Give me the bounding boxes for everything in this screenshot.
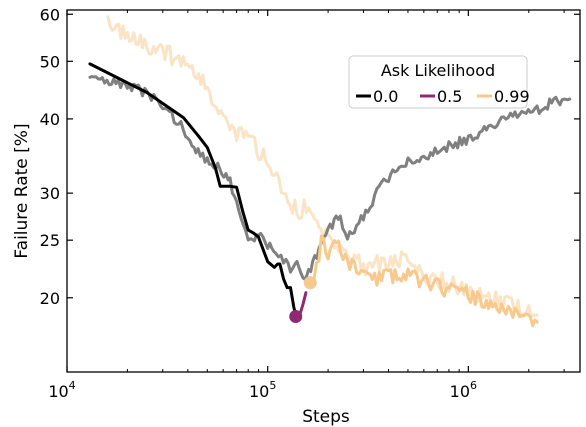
y-tick-label-4: 50: [40, 52, 60, 71]
legend-label-2: 0.99: [494, 87, 530, 106]
y-tick-label-3: 40: [40, 110, 60, 129]
series-line-4: [309, 234, 539, 328]
x-tick-label-2: 106: [450, 379, 477, 401]
y-tick-label-1: 25: [40, 231, 60, 250]
end-marker-0: [289, 309, 303, 323]
legend-entries: 0.0 0.5 0.99: [356, 87, 530, 106]
end-marker-1: [303, 276, 317, 290]
x-tick-label-1: 105: [249, 379, 276, 401]
y-tick-label-0: 20: [40, 289, 60, 308]
legend: Ask Likelihood 0.0 0.5 0.99: [348, 55, 530, 109]
series-layer: [88, 15, 572, 328]
legend-label-0: 0.0: [373, 87, 398, 106]
legend-title: Ask Likelihood: [381, 61, 495, 80]
x-axis-label: Steps: [302, 407, 350, 427]
series-line-1: [88, 75, 572, 281]
y-tick-label-2: 30: [40, 184, 60, 203]
series-line-2: [88, 62, 298, 318]
legend-label-1: 0.5: [437, 87, 462, 106]
tick-layer: 104 105 106 20 25 30 40 50 60: [40, 5, 580, 401]
plot-frame: [66, 9, 581, 373]
x-tick-label-0: 104: [48, 379, 75, 401]
y-axis-label: Failure Rate [%]: [12, 123, 32, 258]
y-tick-label-5: 60: [40, 5, 60, 24]
marker-layer: [289, 276, 317, 323]
